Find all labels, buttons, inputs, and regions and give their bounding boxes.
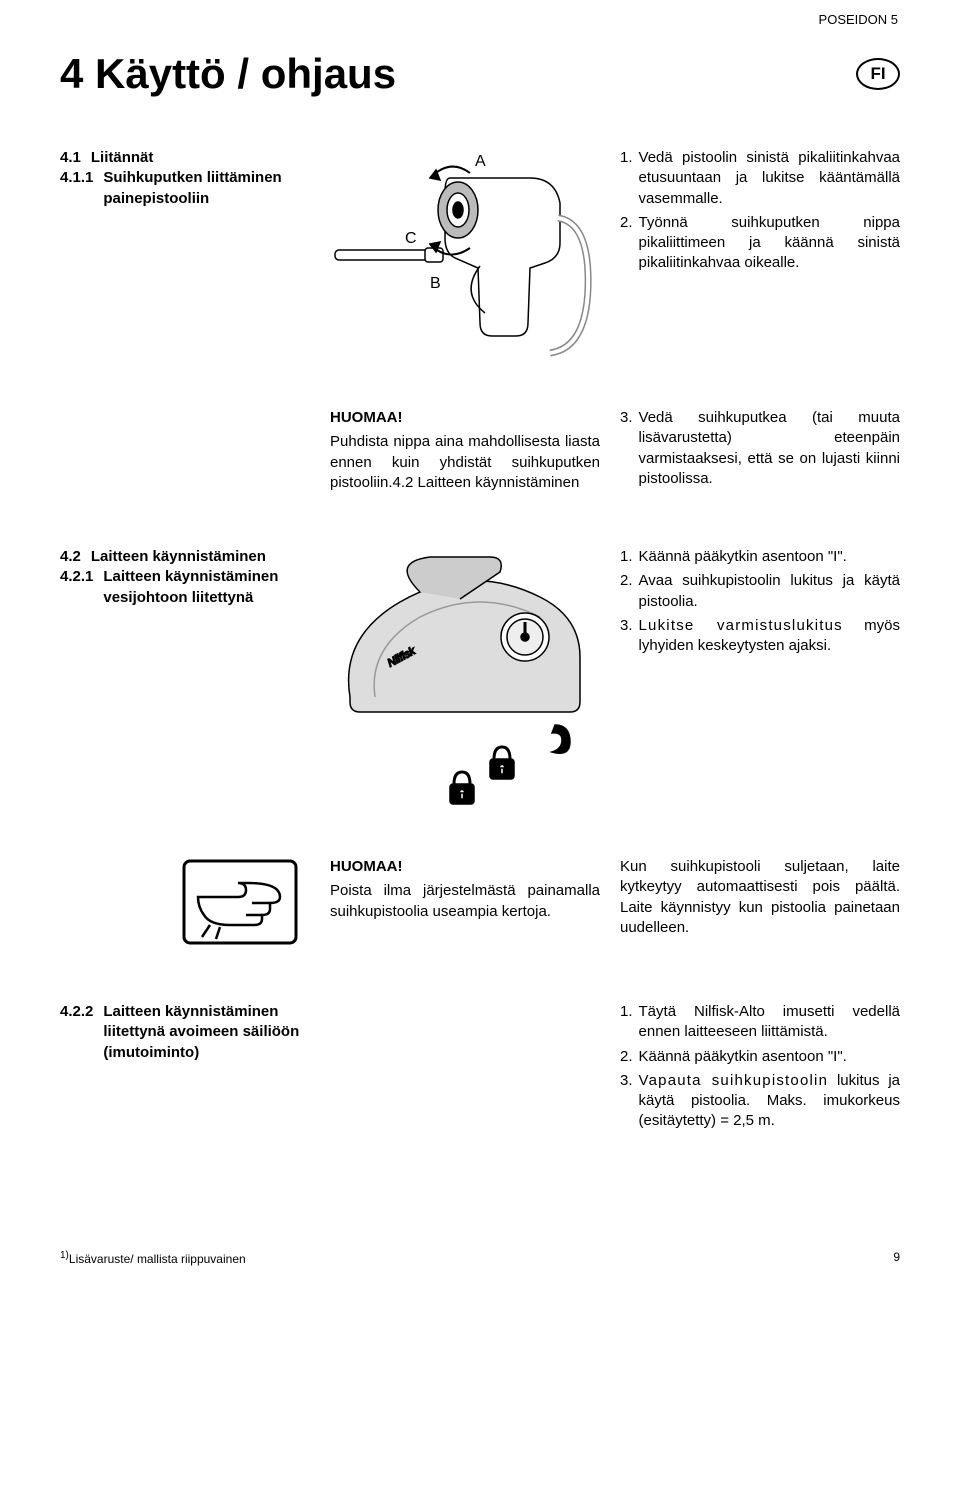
notice-text: Puhdista nippa aina mahdollisesta liasta…	[330, 432, 600, 493]
step-text: Vedä suihkuputkea (tai muuta lisävaruste…	[639, 408, 900, 489]
step-num: 2.	[620, 571, 633, 612]
subsection-label: Laitteen käynnistäminen vesijohtoon liit…	[103, 567, 310, 608]
section-number: 4.2	[60, 547, 81, 567]
label-c: C	[405, 230, 417, 247]
label-b: B	[430, 275, 441, 292]
step-text: Käännä pääkytkin asentoon "I".	[639, 547, 900, 567]
step-text: Vedä pistoolin sinistä pikaliitinkahvaa …	[639, 148, 900, 209]
label-a: A	[475, 153, 486, 170]
step-num: 3.	[620, 408, 633, 489]
step-num: 3.	[620, 616, 633, 657]
footer-note: 1)1)Lisävaruste/ mallista riippuvainenLi…	[60, 1250, 246, 1266]
subsection-number: 4.2.1	[60, 567, 93, 608]
product-tag: POSEIDON 5	[819, 12, 898, 27]
language-badge: FI	[856, 58, 900, 90]
page-title: 4 Käyttö / ohjaus	[60, 50, 396, 98]
section-number: 4.1	[60, 148, 81, 168]
subsection-label: Laitteen käynnistäminen liitettynä avoim…	[103, 1002, 310, 1063]
step-text: Lukitse varmistuslukitus myös lyhyiden k…	[639, 616, 900, 657]
step-num: 2.	[620, 213, 633, 274]
subsection-number: 4.2.2	[60, 1002, 93, 1063]
subsection-number: 4.1.1	[60, 168, 93, 209]
pointing-hand-icon	[180, 857, 300, 947]
step-text: Käännä pääkytkin asentoon "I".	[639, 1047, 900, 1067]
spray-gun-illustration: A C B	[330, 148, 600, 358]
subsection-label: Suihkuputken liittäminen painepistooliin	[103, 168, 310, 209]
device-illustration: Nilfisk	[330, 547, 600, 807]
step-text: Avaa suihkupistoolin lukitus ja käytä pi…	[639, 571, 900, 612]
step-text: Työnnä suihkuputken nippa pikaliittimeen…	[639, 213, 900, 274]
notice-title: HUOMAA!	[330, 408, 600, 428]
page-number: 9	[893, 1250, 900, 1266]
step-num: 1.	[620, 547, 633, 567]
step-text: Vapauta suihkupistoolin lukitus ja käytä…	[639, 1071, 900, 1132]
step-num: 3.	[620, 1071, 633, 1132]
section-label: Laitteen käynnistäminen	[91, 547, 266, 567]
notice-text: Poista ilma järjestelmästä painamalla su…	[330, 881, 600, 922]
step-num: 2.	[620, 1047, 633, 1067]
notice-right-text: Kun suihkupistooli suljetaan, laite kytk…	[620, 857, 900, 938]
step-text: Täytä Nilfisk-Alto imusetti vedellä enne…	[639, 1002, 900, 1043]
step-num: 1.	[620, 1002, 633, 1043]
notice-title: HUOMAA!	[330, 857, 600, 877]
step-num: 1.	[620, 148, 633, 209]
section-label: Liitännät	[91, 148, 154, 168]
